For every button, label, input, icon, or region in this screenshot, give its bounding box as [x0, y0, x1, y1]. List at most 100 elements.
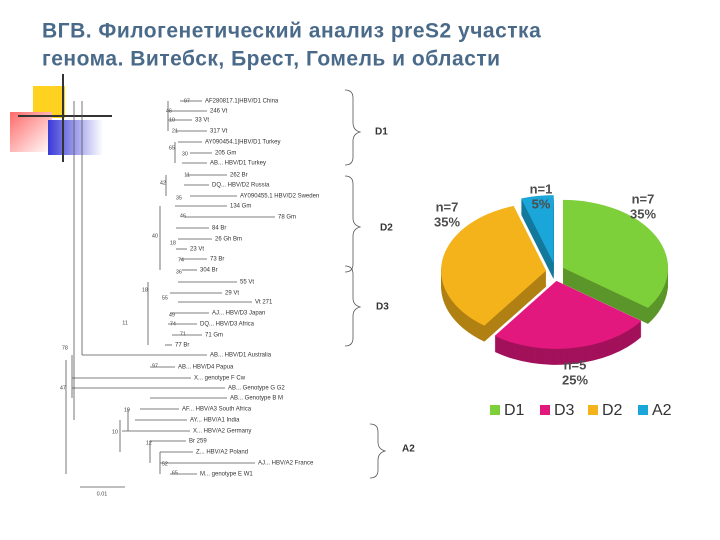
clade-box: [371, 124, 393, 140]
bootstrap-value: 71: [180, 331, 186, 337]
bootstrap-value: 42: [160, 180, 166, 186]
decor-square: [10, 112, 52, 152]
bootstrap-value: 97: [184, 98, 190, 104]
bootstrap-value: 35: [176, 195, 182, 201]
clade-box: [372, 299, 394, 315]
leaf-label: 73 Br: [210, 257, 224, 263]
leaf-label: 77 Br: [175, 343, 189, 349]
pie-slice: [521, 195, 554, 264]
leaf-label: 71 Gm: [205, 333, 223, 339]
count-label: n=7: [436, 199, 459, 214]
title-line: ВГВ. Филогенетический анализ preS2 участ…: [42, 20, 541, 43]
leaf-label: 304 Br: [200, 268, 218, 274]
leaf-label: Z... HBV/A2 Poland: [196, 450, 248, 456]
clade-brace: [344, 89, 362, 166]
legend-swatch: [638, 405, 648, 415]
pie-slice: [441, 205, 547, 326]
bootstrap-value: 18: [170, 240, 176, 246]
leaf-label: AJ... HBV/A2 France: [258, 461, 314, 467]
clade-label: D2: [380, 223, 393, 234]
bootstrap-value: 65: [172, 470, 178, 476]
bootstrap-value: 10: [169, 117, 175, 123]
bootstrap-value: 40: [152, 233, 158, 239]
bootstrap-value: 55: [162, 295, 168, 301]
leaf-label: 33 Vt: [195, 118, 209, 124]
bootstrap-value: 19: [124, 407, 130, 413]
leaf-label: AB... HBV/D1 Turkey: [210, 161, 266, 167]
bootstrap-value: 78: [62, 345, 68, 351]
leaf-label: Vt 271: [255, 300, 273, 306]
clade-label: A2: [402, 444, 415, 455]
bootstrap-value: 74: [170, 321, 176, 327]
leaf-label: AY... HBV/A1 India: [190, 418, 240, 424]
bootstrap-value: 10: [112, 429, 118, 435]
leaf-label: 55 Vt: [240, 280, 254, 286]
legend-label: A2: [652, 402, 672, 419]
bootstrap-value: 36: [176, 269, 182, 275]
leaf-label: AB... Genotype B M: [230, 396, 283, 402]
bootstrap-value: 21: [172, 128, 178, 134]
clade-box: [398, 441, 420, 457]
leaf-label: 29 Vt: [225, 291, 239, 297]
legend-swatch: [490, 405, 500, 415]
leaf-label: 23 Vt: [190, 247, 204, 253]
clade-brace: [369, 423, 387, 479]
legend-swatch: [588, 405, 598, 415]
leaf-label: AB... Genotype G G2: [228, 386, 285, 392]
clade-label: D3: [376, 302, 389, 313]
bootstrap-value: 97: [152, 363, 158, 369]
bootstrap-value: 11: [184, 172, 190, 178]
data-label: 35%: [434, 214, 460, 229]
leaf-label: 134 Gm: [230, 204, 251, 210]
leaf-label: X... genotype F Cw: [194, 376, 246, 382]
pie-slice: [494, 280, 642, 349]
leaf-label: 246 Vt: [210, 109, 228, 115]
legend-label: D3: [554, 402, 575, 419]
leaf-label: AY090454.1|HBV/D1 Turkey: [205, 140, 281, 146]
count-label: n=7: [632, 191, 655, 206]
leaf-label: 84 Br: [212, 226, 226, 232]
leaf-label: AB... HBV/D1 Australia: [210, 353, 272, 359]
leaf-label: M... genotype E W1: [200, 472, 253, 478]
bootstrap-value: 18: [142, 287, 148, 293]
count-label: n=1: [530, 181, 553, 196]
bootstrap-value: 11: [122, 320, 128, 326]
bootstrap-value: 74: [178, 257, 184, 263]
leaf-label: AF280817.1|HBV/D1 China: [205, 99, 279, 105]
legend-label: D1: [504, 402, 525, 419]
clade-brace: [344, 175, 362, 273]
leaf-label: 78 Gm: [278, 215, 296, 221]
bootstrap-value: 49: [169, 312, 175, 318]
leaf-label: AF... HBV/A3 South Africa: [182, 407, 252, 413]
leaf-label: DQ... HBV/D2 Russia: [212, 183, 270, 189]
leaf-label: DQ... HBV/D3 Africa: [200, 322, 255, 328]
pie-chart: n=735%n=525%n=735%n=15%D1 D3 D2 A2: [434, 181, 672, 419]
data-label: 5%: [532, 196, 551, 211]
leaf-label: 262 Br: [230, 173, 248, 179]
leaf-label: 205 Gm: [215, 151, 236, 157]
bootstrap-value: 12: [146, 440, 152, 446]
leaf-label: X... HBV/A2 Germany: [193, 429, 251, 435]
clade-brace: [344, 265, 362, 347]
leaf-label: 26 Gh Bm: [215, 237, 242, 243]
leaf-label: 317 Vt: [210, 129, 228, 135]
scale-label: 0.01: [97, 491, 108, 497]
bootstrap-value: 46: [166, 108, 172, 114]
pie-slice: [563, 199, 669, 308]
data-label: 25%: [562, 372, 588, 387]
leaf-label: AY090455.1 HBV/D2 Sweden: [240, 194, 319, 200]
title-line: генома. Витебск, Брест, Гомель и области: [42, 48, 501, 71]
legend-swatch: [540, 405, 550, 415]
clade-box: [376, 220, 398, 236]
leaf-label: Br 259: [189, 439, 207, 445]
bootstrap-value: 46: [180, 213, 186, 219]
legend-label: D2: [602, 402, 623, 419]
bootstrap-value: 30: [182, 151, 188, 157]
bootstrap-value: 65: [169, 145, 175, 151]
count-label: n=5: [564, 357, 587, 372]
leaf-label: AJ... HBV/D3 Japan: [212, 311, 265, 317]
bootstrap-value: 52: [162, 461, 168, 467]
clade-label: D1: [375, 127, 388, 138]
